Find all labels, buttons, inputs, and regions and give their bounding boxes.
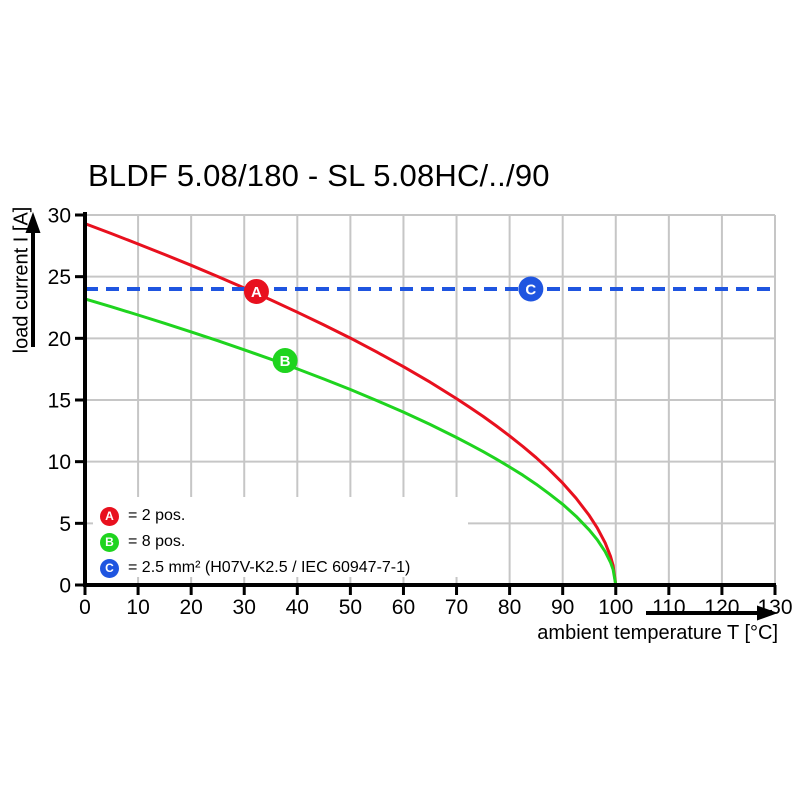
curve-B bbox=[84, 297, 618, 586]
x-tick-label-60: 60 bbox=[392, 596, 415, 619]
y-tick-label-10: 10 bbox=[48, 451, 71, 474]
x-axis-label: ambient temperature T [°C] bbox=[537, 622, 778, 644]
x-arrow-head-icon bbox=[757, 605, 778, 621]
legend-label-b: = 8 pos. bbox=[128, 533, 186, 550]
x-tick-label-100: 100 bbox=[598, 596, 633, 619]
legend-marker-b-icon: B bbox=[100, 532, 119, 552]
x-tick-label-30: 30 bbox=[233, 596, 256, 619]
x-tick-label-90: 90 bbox=[551, 596, 574, 619]
y-tick-label-15: 15 bbox=[48, 390, 71, 413]
x-tick-label-110: 110 bbox=[652, 596, 685, 619]
marker-b-icon bbox=[272, 348, 298, 374]
legend-item-b: B = 8 pos. bbox=[100, 529, 410, 555]
curve-A bbox=[84, 222, 618, 586]
x-tick-label-80: 80 bbox=[498, 596, 521, 619]
legend-background bbox=[93, 497, 468, 577]
y-axis-label: load current I [A] bbox=[10, 206, 33, 354]
legend-label-a: = 2 pos. bbox=[128, 507, 186, 524]
x-tick-label-40: 40 bbox=[286, 596, 309, 619]
legend-marker-a-icon: A bbox=[100, 506, 119, 526]
legend-item-c: C = 2.5 mm² (H07V-K2.5 / IEC 60947-7-1) bbox=[100, 555, 410, 581]
marker-a-letter: A bbox=[251, 284, 262, 301]
x-tick-label-0: 0 bbox=[79, 596, 91, 619]
marker-b-letter: B bbox=[280, 353, 291, 370]
y-tick-label-5: 5 bbox=[59, 513, 71, 536]
legend-marker-c-icon: C bbox=[100, 558, 119, 578]
marker-c-letter: C bbox=[525, 282, 536, 299]
marker-c-icon bbox=[518, 276, 544, 302]
legend-item-a: A = 2 pos. bbox=[100, 503, 410, 529]
x-tick-label-50: 50 bbox=[339, 596, 362, 619]
marker-a-icon bbox=[243, 278, 269, 304]
legend: A = 2 pos. B = 8 pos. C = 2.5 mm² (H07V-… bbox=[100, 503, 410, 581]
chart-title: BLDF 5.08/180 - SL 5.08HC/../90 bbox=[88, 158, 550, 193]
y-tick-label-0: 0 bbox=[59, 575, 71, 598]
y-arrow-head-icon bbox=[25, 212, 41, 233]
x-tick-label-20: 20 bbox=[179, 596, 202, 619]
y-tick-label-25: 25 bbox=[48, 266, 71, 289]
y-tick-label-30: 30 bbox=[48, 205, 71, 228]
x-tick-label-10: 10 bbox=[126, 596, 149, 619]
x-tick-label-70: 70 bbox=[445, 596, 468, 619]
legend-label-c: = 2.5 mm² (H07V-K2.5 / IEC 60947-7-1) bbox=[128, 559, 411, 576]
y-tick-label-20: 20 bbox=[48, 328, 71, 351]
x-tick-label-120: 120 bbox=[704, 596, 739, 619]
